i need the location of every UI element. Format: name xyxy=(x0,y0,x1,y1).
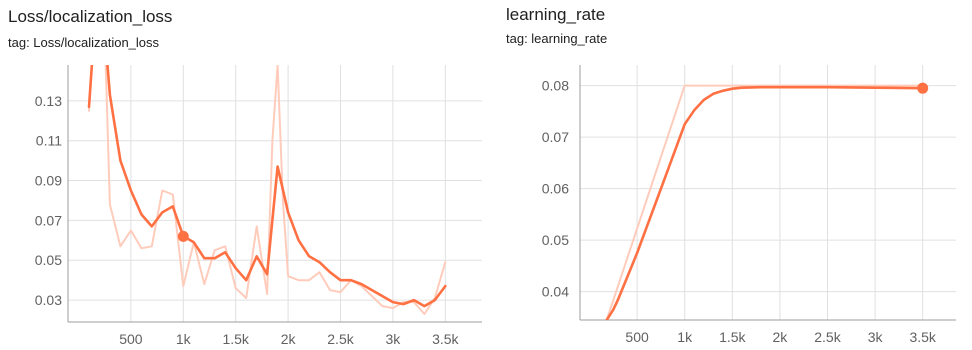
x-tick-label: 1.5k xyxy=(719,329,746,345)
y-tick-label: 0.09 xyxy=(35,173,62,189)
y-tick-label: 0.07 xyxy=(35,212,62,228)
chart-panel-localization-loss: Loss/localization_loss tag: Loss/localiz… xyxy=(0,0,486,350)
x-tick-label: 1.5k xyxy=(222,331,249,347)
chart-subtitle: tag: learning_rate xyxy=(506,31,608,46)
y-tick-label: 0.05 xyxy=(35,252,62,268)
y-tick-label: 0.04 xyxy=(542,284,569,300)
x-tick-label: 2.5k xyxy=(814,329,841,345)
x-tick-label: 3k xyxy=(386,331,402,347)
localization-loss-chart[interactable]: 0.03 0.05 0.07 0.09 0.11 0.13 500 1k 1.5k 2k 2.5k 3… xyxy=(0,0,486,350)
x-tick-label: 2k xyxy=(281,331,297,347)
raw-series-line xyxy=(88,65,447,315)
x-tick-label: 1k xyxy=(677,329,693,345)
y-tick-label: 0.07 xyxy=(542,129,569,145)
x-tick-label: 2.5k xyxy=(327,331,354,347)
x-tick-label: 2k xyxy=(773,329,789,345)
chart-panel-learning-rate: learning_rate tag: learning_rate 0.04 0.0… xyxy=(486,0,972,350)
chart-subtitle: tag: Loss/localization_loss xyxy=(8,35,160,50)
y-tick-label: 0.13 xyxy=(35,93,62,109)
raw-series-line xyxy=(605,84,924,320)
x-tick-label: 3.5k xyxy=(909,329,936,345)
x-tick-label: 3k xyxy=(868,329,884,345)
y-tick-label: 0.03 xyxy=(35,292,62,308)
learning-rate-chart[interactable]: 0.04 0.05 0.06 0.07 0.08 500 1k 1.5k 2k 2.5k 3k 3.5… xyxy=(486,0,972,350)
x-tick-label: 500 xyxy=(625,329,649,345)
highlight-point[interactable] xyxy=(917,82,929,94)
chart-title: Loss/localization_loss xyxy=(8,7,173,26)
smoothed-series-line xyxy=(87,65,447,308)
y-tick-label: 0.05 xyxy=(542,232,569,248)
x-tick-label: 500 xyxy=(119,331,143,347)
x-tick-label: 1k xyxy=(176,331,192,347)
y-tick-label: 0.06 xyxy=(542,181,569,197)
y-tick-label: 0.11 xyxy=(36,133,62,149)
chart-title: learning_rate xyxy=(506,5,606,24)
highlight-point[interactable] xyxy=(177,230,189,242)
x-tick-label: 3.5k xyxy=(432,331,459,347)
smoothed-series-line xyxy=(605,85,924,320)
y-tick-label: 0.08 xyxy=(542,78,569,94)
